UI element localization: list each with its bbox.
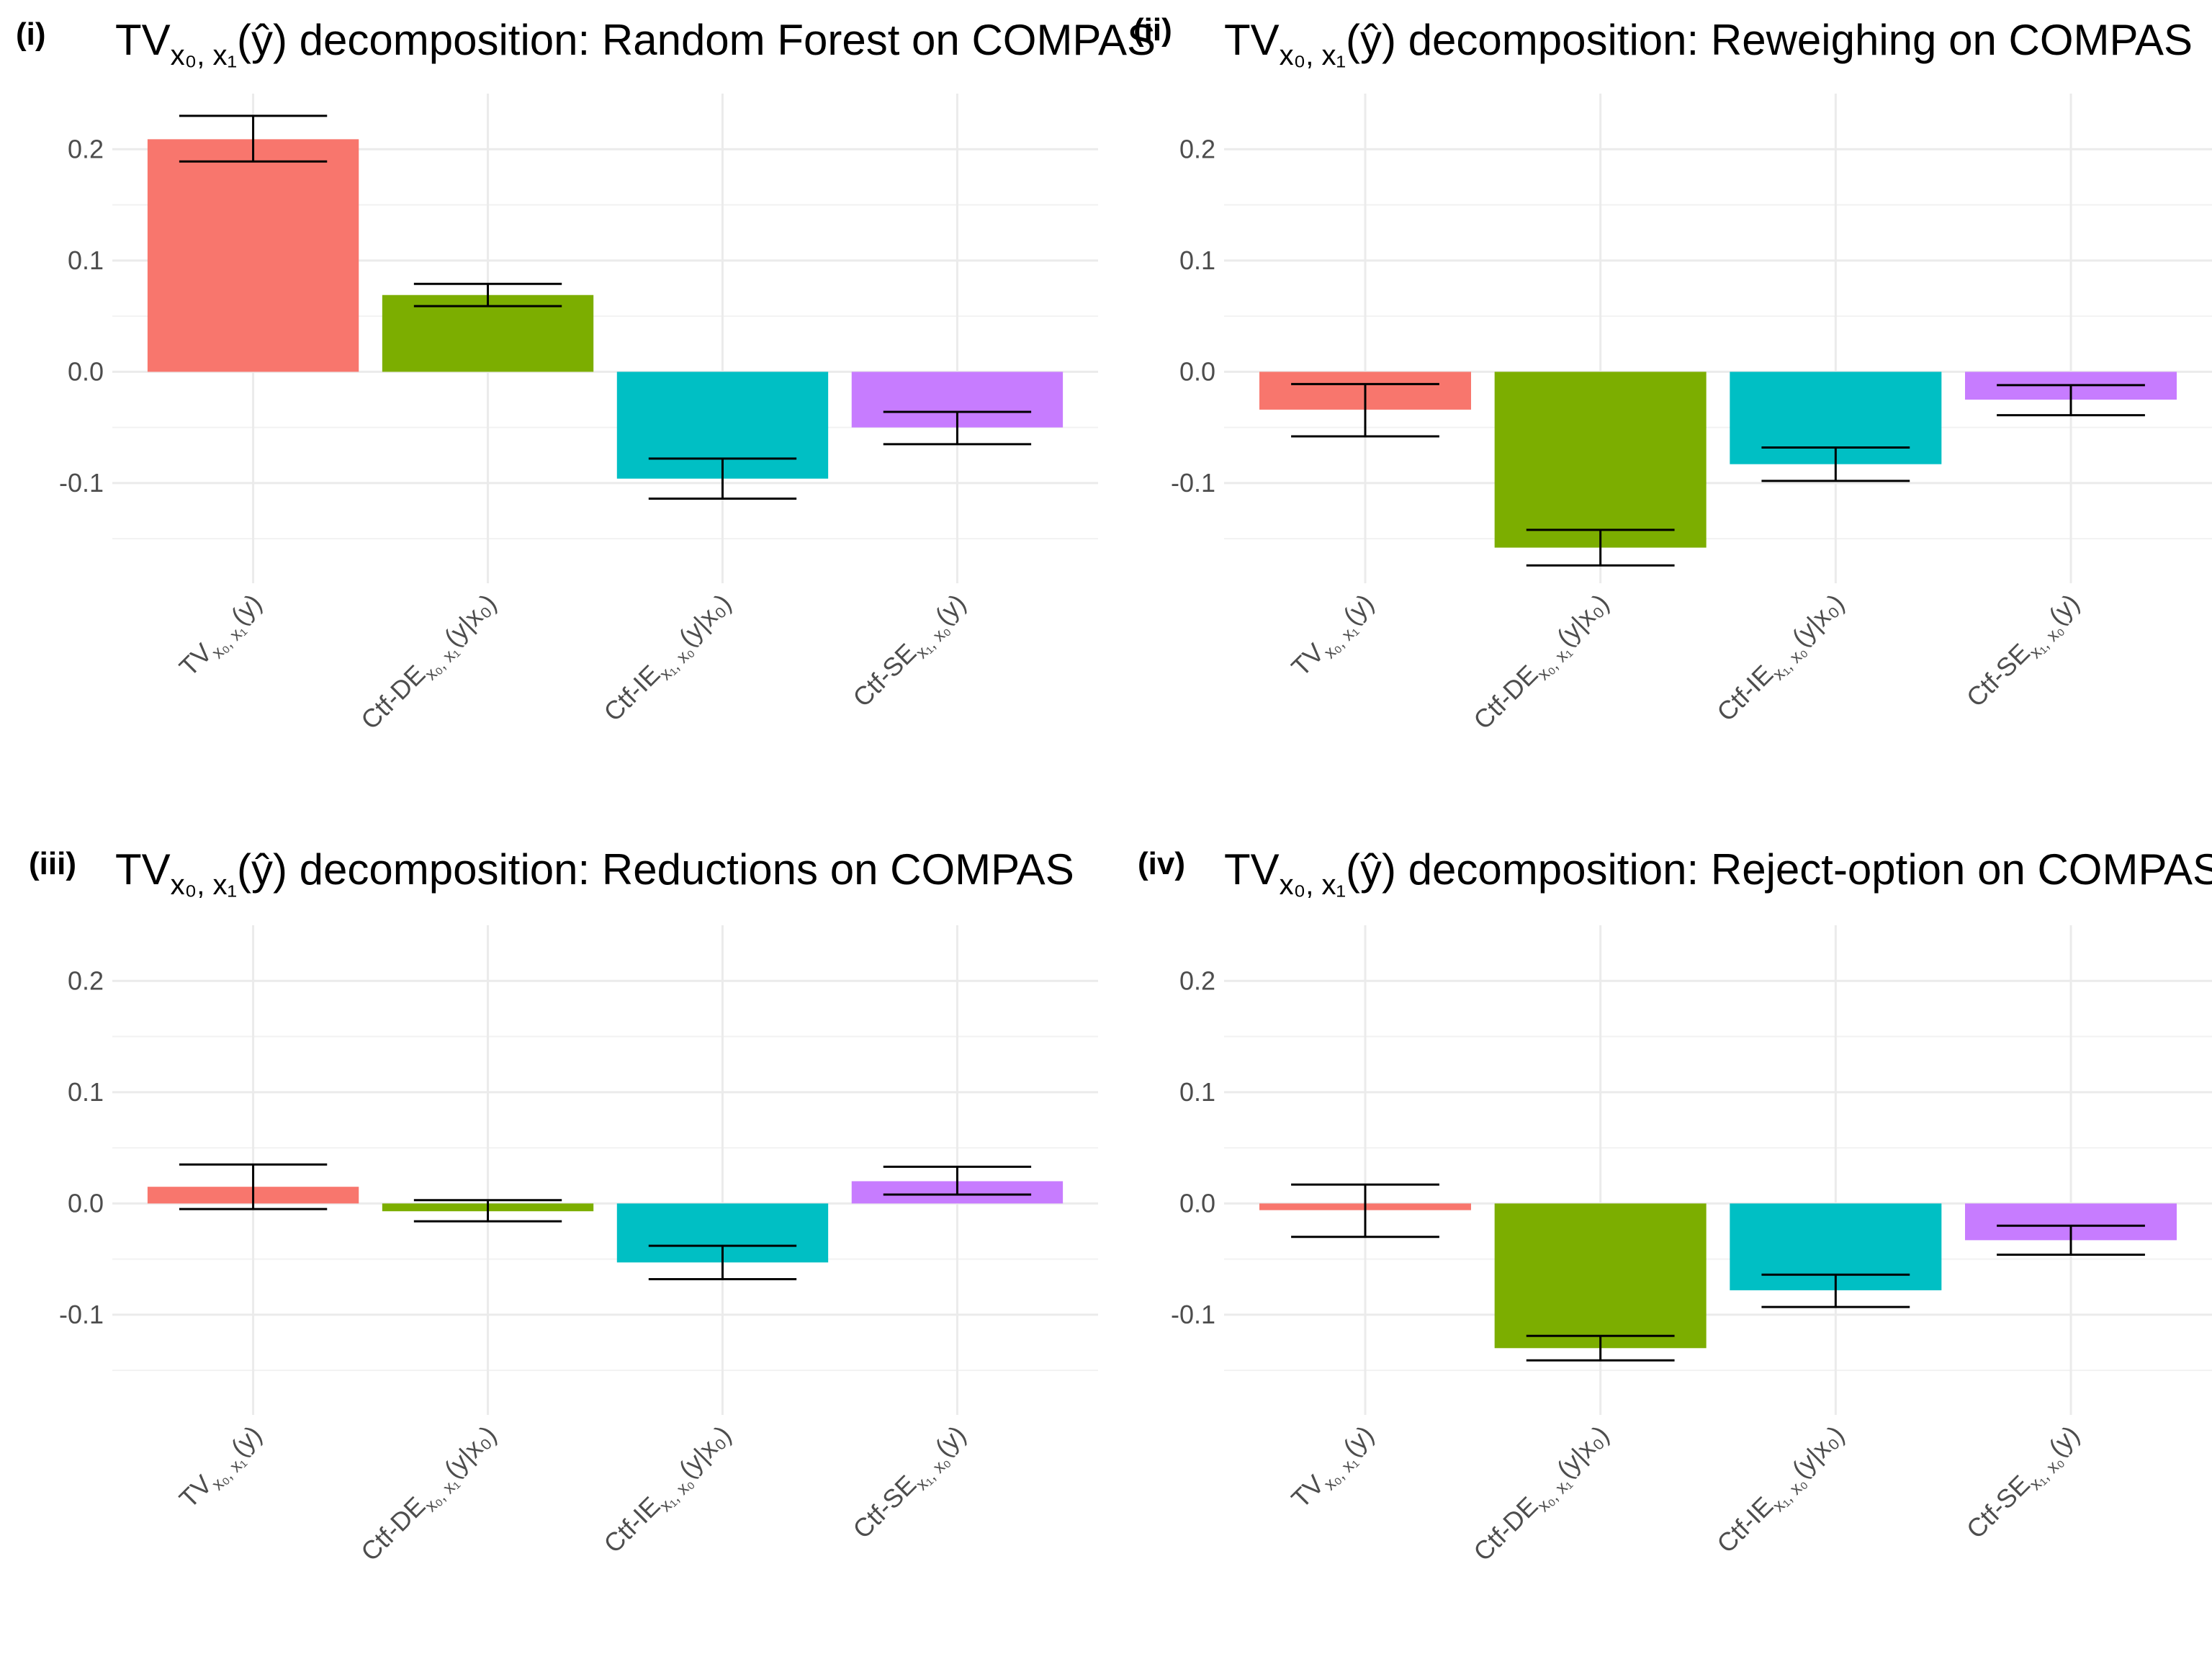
x-tick-label: Ctf-SEx₁, x₀(y) [1961,1420,2089,1548]
error-bar [1761,1273,1910,1308]
error-bar [1526,1334,1675,1362]
chart-panel-2: -0.1 0.0 0.1 0.2 TVx₀, x₁(y) Ctf-DEx₀, x₁(y|x… [1133,12,2212,739]
panel-label: (iv) [1138,846,1185,881]
error-bar [1761,446,1910,482]
error-bar [1997,384,2145,417]
y-tick-label: -0.1 [59,468,104,498]
error-bar [179,114,328,163]
panel-label: (ii) [1133,12,1172,48]
x-tick-label: Ctf-DEx₀, x₁(y|x₀) [355,588,506,739]
x-tick-label: TVx₀, x₁(y) [1285,1420,1383,1518]
x-tick-label: Ctf-IEx₁, x₀(y|x₀) [1711,1420,1853,1563]
chart-title: TVx₀, x₁(ŷ) decomposition: Reject-option… [1224,845,2212,901]
y-tick-label: 0.0 [68,356,104,386]
error-bar [883,1165,1032,1196]
x-tick-label: Ctf-SEx₁, x₀(y) [847,588,975,716]
y-tick-label: 0.2 [1179,134,1215,163]
error-bar [413,282,562,307]
bar [382,295,594,372]
x-tick-label: Ctf-IEx₁, x₀(y|x₀) [598,1420,740,1563]
x-tick-label: Ctf-DEx₀, x₁(y|x₀) [1467,1420,1619,1571]
x-tick-label: TVx₀, x₁(y) [174,1420,271,1518]
bar [1494,1203,1707,1349]
error-bar [883,410,1032,446]
chart-panel-3: -0.1 0.0 0.1 0.2 TVx₀, x₁(y) Ctf-DEx₀, x₁(y|x… [29,845,1098,1571]
chart-title: TVx₀, x₁(ŷ) decomposition: Reweighing on… [1224,16,2193,71]
panel-label: (i) [16,17,46,52]
y-tick-label: 0.2 [68,966,104,995]
error-bar [179,1163,328,1210]
chart-panel-4: -0.1 0.0 0.1 0.2 TVx₀, x₁(y) Ctf-DEx₀, x₁(y|x… [1138,845,2212,1571]
panel-label: (iii) [29,846,76,881]
y-tick-label: 0.2 [68,134,104,163]
error-bar [413,1199,562,1223]
y-tick-label: 0.1 [68,1077,104,1107]
error-bar [1291,1183,1439,1238]
error-bar [1526,529,1675,567]
y-tick-label: -0.1 [1171,1300,1215,1329]
error-bar [1291,382,1439,438]
error-bar [648,1244,797,1280]
bar [147,139,359,372]
chart-title: TVx₀, x₁(ŷ) decomposition: Reductions on… [115,845,1074,901]
x-tick-label: Ctf-SEx₁, x₀(y) [1961,588,2089,716]
bar [1494,372,1707,548]
x-tick-label: Ctf-SEx₁, x₀(y) [847,1420,975,1548]
y-tick-label: 0.0 [1179,1188,1215,1218]
y-tick-label: -0.1 [1171,468,1215,498]
y-tick-label: 0.1 [1179,1077,1215,1107]
chart-panel-1: -0.1 0.0 0.1 0.2 TVx₀, x₁(y) Ctf-DEx₀, x₁(y|x… [16,16,1156,739]
y-tick-label: 0.1 [1179,246,1215,275]
x-tick-label: Ctf-DEx₀, x₁(y|x₀) [1467,588,1619,739]
y-tick-label: 0.2 [1179,966,1215,995]
x-tick-label: Ctf-IEx₁, x₀(y|x₀) [598,588,740,731]
x-tick-label: TVx₀, x₁(y) [174,588,271,686]
y-tick-label: -0.1 [59,1300,104,1329]
error-bar [648,457,797,500]
x-tick-label: Ctf-IEx₁, x₀(y|x₀) [1711,588,1853,731]
y-tick-label: 0.0 [68,1188,104,1218]
x-tick-label: TVx₀, x₁(y) [1285,588,1383,686]
x-tick-label: Ctf-DEx₀, x₁(y|x₀) [355,1420,506,1571]
chart-title: TVx₀, x₁(ŷ) decomposition: Random Forest… [115,16,1156,71]
y-tick-label: 0.1 [68,246,104,275]
y-tick-label: 0.0 [1179,356,1215,386]
error-bar [1997,1224,2145,1256]
